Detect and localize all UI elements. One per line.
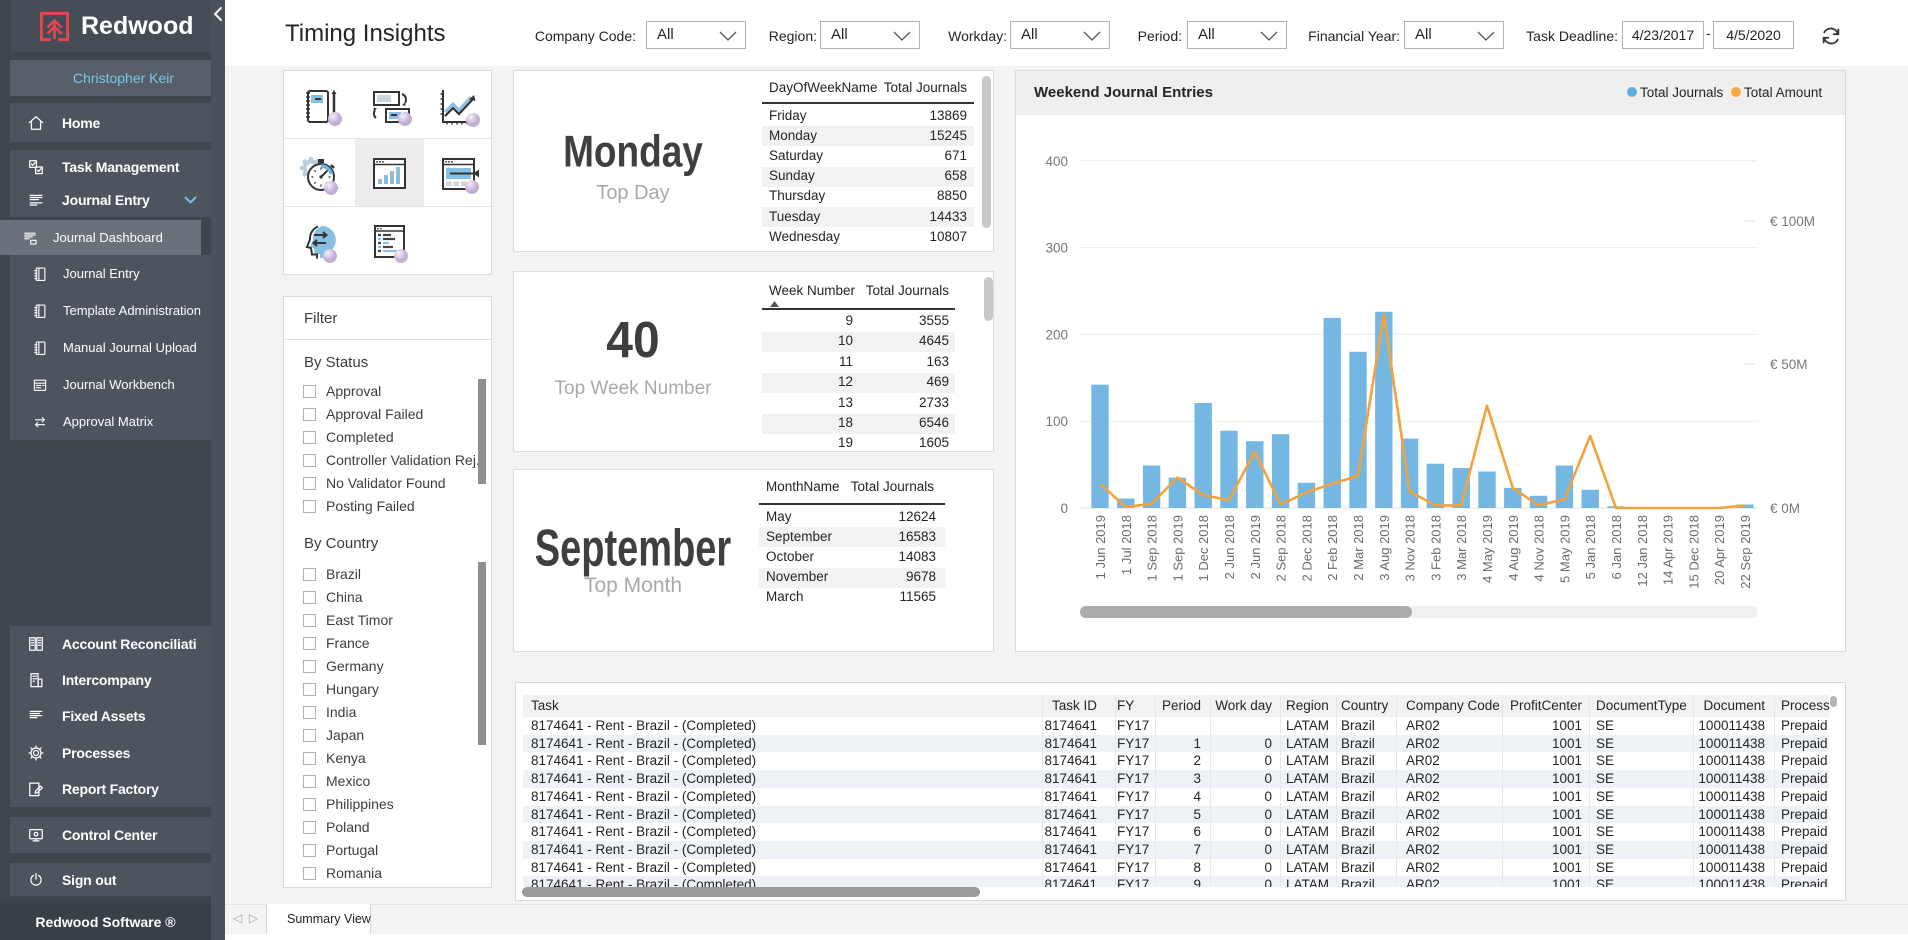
svg-text:€ 0M: € 0M	[1770, 501, 1800, 516]
svg-text:100: 100	[1045, 414, 1068, 429]
svg-text:4 Aug 2019: 4 Aug 2019	[1506, 515, 1521, 581]
svg-text:22 Sep 2019: 22 Sep 2019	[1738, 515, 1753, 589]
svg-text:2 Feb 2018: 2 Feb 2018	[1325, 515, 1340, 581]
svg-text:400: 400	[1045, 154, 1068, 169]
svg-text:12 Jan 2018: 12 Jan 2018	[1635, 515, 1650, 587]
svg-text:20 Apr 2019: 20 Apr 2019	[1712, 515, 1727, 585]
svg-text:5 Jan 2018: 5 Jan 2018	[1583, 515, 1598, 579]
svg-text:3 Mar 2018: 3 Mar 2018	[1454, 515, 1469, 581]
svg-text:2 Dec 2018: 2 Dec 2018	[1299, 515, 1314, 582]
svg-text:14 Apr 2019: 14 Apr 2019	[1661, 515, 1676, 585]
svg-text:€ 50M: € 50M	[1770, 357, 1808, 372]
svg-text:2 Jun 2018: 2 Jun 2018	[1222, 515, 1237, 579]
svg-text:1 Dec 2018: 1 Dec 2018	[1196, 515, 1211, 582]
svg-text:5 May 2019: 5 May 2019	[1557, 515, 1572, 583]
svg-text:3 Nov 2018: 3 Nov 2018	[1403, 515, 1418, 582]
svg-text:2 Jun 2019: 2 Jun 2019	[1248, 515, 1263, 579]
svg-text:1 Sep 2018: 1 Sep 2018	[1145, 515, 1160, 582]
svg-text:0: 0	[1060, 501, 1068, 516]
svg-text:3 Aug 2019: 3 Aug 2019	[1377, 515, 1392, 581]
svg-text:1 Jul 2018: 1 Jul 2018	[1119, 515, 1134, 575]
svg-text:2 Sep 2018: 2 Sep 2018	[1274, 515, 1289, 582]
svg-text:4 Nov 2018: 4 Nov 2018	[1532, 515, 1547, 582]
svg-text:15 Dec 2018: 15 Dec 2018	[1686, 515, 1701, 589]
svg-text:4 May 2019: 4 May 2019	[1480, 515, 1495, 583]
svg-text:1 Sep 2019: 1 Sep 2019	[1170, 515, 1185, 582]
svg-text:1 Jun 2019: 1 Jun 2019	[1093, 515, 1108, 579]
svg-text:300: 300	[1045, 241, 1068, 256]
svg-text:200: 200	[1045, 327, 1068, 342]
svg-text:2 Mar 2018: 2 Mar 2018	[1351, 515, 1366, 581]
svg-text:6 Jan 2018: 6 Jan 2018	[1609, 515, 1624, 579]
svg-text:€ 100M: € 100M	[1770, 214, 1815, 229]
svg-text:3 Feb 2018: 3 Feb 2018	[1428, 515, 1443, 581]
